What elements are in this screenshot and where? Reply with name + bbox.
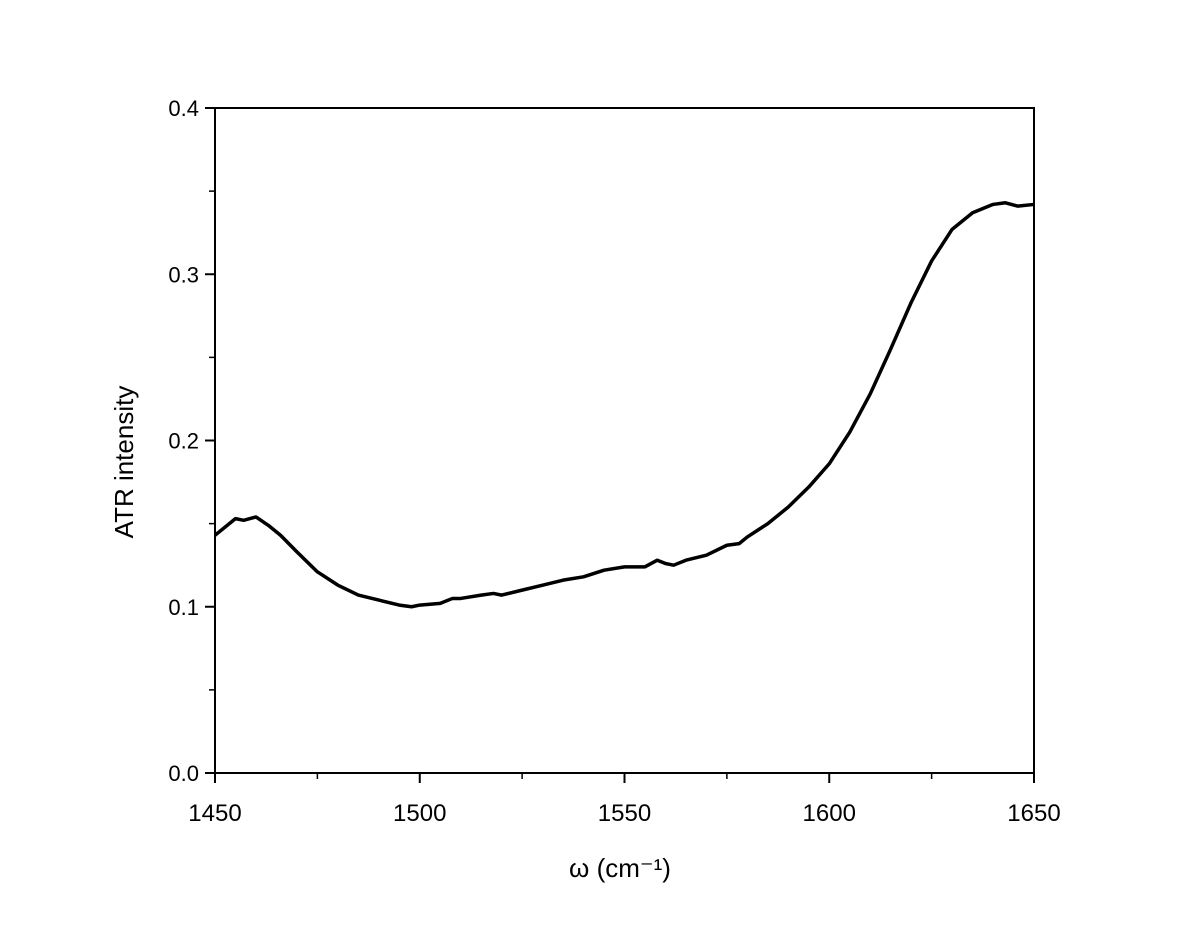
data-line — [213, 201, 1035, 609]
y-tick-label: 0.0 — [168, 761, 199, 786]
x-tick-label: 1500 — [393, 800, 446, 827]
plot-frame — [214, 107, 1035, 774]
y-tick-label: 0.1 — [168, 595, 199, 620]
x-tick-label: 1550 — [598, 800, 651, 827]
y-tick-label: 0.3 — [168, 262, 199, 287]
y-tick-label: 0.4 — [168, 96, 199, 121]
x-tick-label: 1600 — [803, 800, 856, 827]
y-tick-label: 0.2 — [168, 429, 199, 454]
y-axis-label: ATR intensity — [109, 386, 139, 539]
x-tick-label: 1650 — [1007, 800, 1060, 827]
x-axis-label: ω (cm⁻¹) — [569, 853, 671, 883]
x-tick-label: 1450 — [188, 800, 241, 827]
